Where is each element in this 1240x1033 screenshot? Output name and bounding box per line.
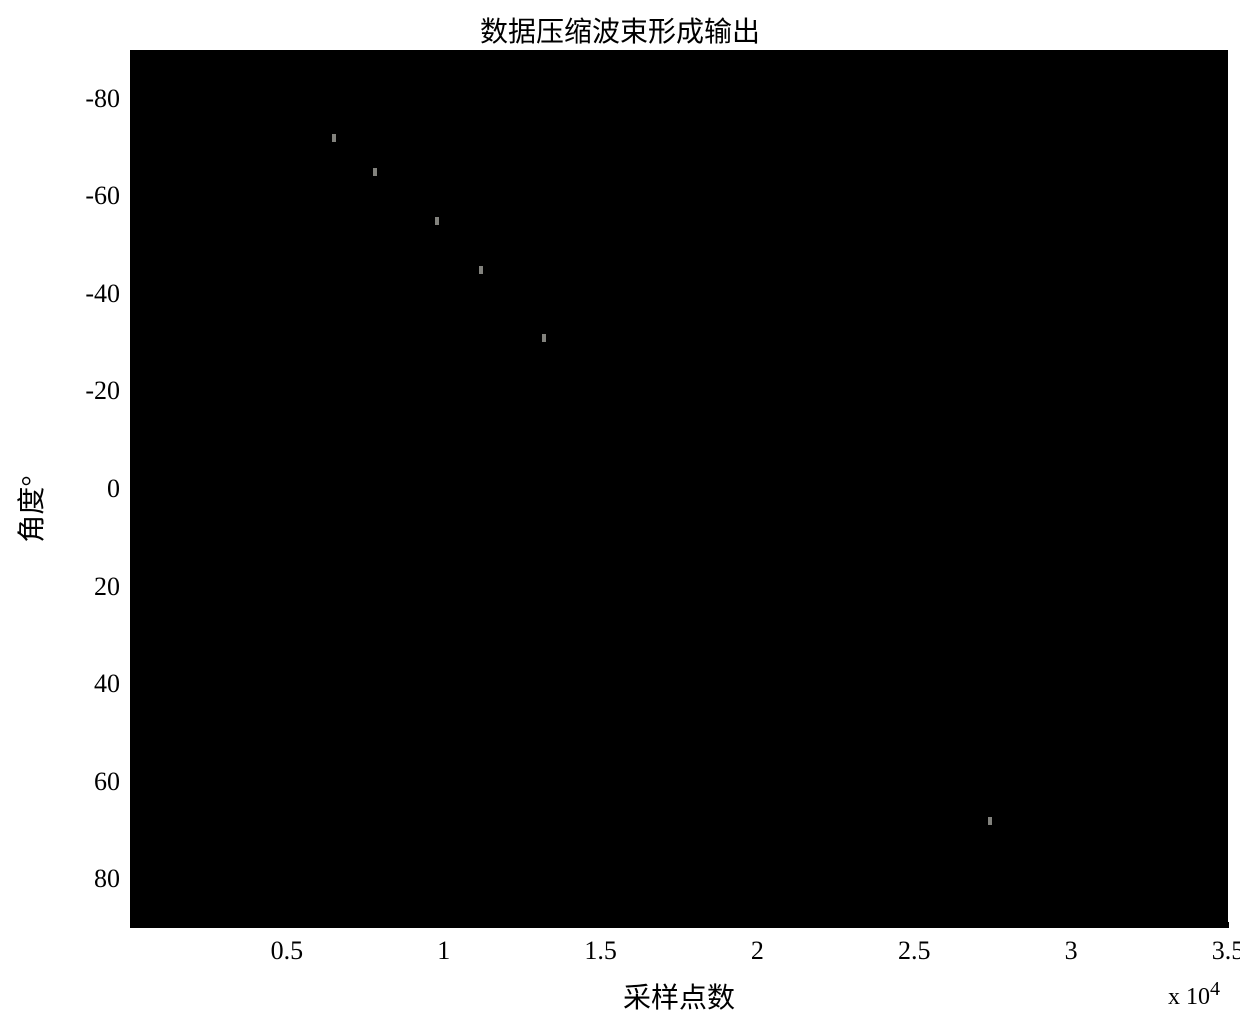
y-tick-label: -60 [85, 181, 120, 211]
y-tick-label: 80 [94, 864, 120, 894]
data-point [435, 217, 439, 225]
y-tick-label: -80 [85, 84, 120, 114]
y-tick [130, 684, 136, 685]
x-tick [600, 922, 601, 928]
x-tick-label: 1 [437, 936, 450, 966]
data-point [988, 817, 992, 825]
y-tick-label: 40 [94, 669, 120, 699]
x-tick [914, 922, 915, 928]
x-tick [443, 922, 444, 928]
x-axis-exponent: x 104 [1168, 978, 1220, 1011]
x-tick-label: 3 [1065, 936, 1078, 966]
x-tick [286, 922, 287, 928]
chart-title: 数据压缩波束形成输出 [0, 10, 1240, 50]
plot-area [130, 50, 1228, 928]
data-point [542, 334, 546, 342]
y-tick [130, 196, 136, 197]
y-tick-label: 20 [94, 572, 120, 602]
x-tick-label: 3.5 [1212, 936, 1240, 966]
x-tick [1071, 922, 1072, 928]
data-point [332, 134, 336, 142]
x-tick [757, 922, 758, 928]
x-tick-label: 1.5 [584, 936, 617, 966]
data-point [373, 168, 377, 176]
y-tick [130, 879, 136, 880]
x-axis-label: 采样点数 [623, 976, 735, 1016]
plot-background [131, 51, 1227, 927]
y-tick [130, 781, 136, 782]
y-tick [130, 391, 136, 392]
y-tick [130, 586, 136, 587]
y-tick-label: 0 [107, 474, 120, 504]
x-tick-label: 2.5 [898, 936, 931, 966]
data-point [479, 266, 483, 274]
x-tick-label: 0.5 [271, 936, 304, 966]
chart-container: 数据压缩波束形成输出 角度° 采样点数 x 104 0.5 1 1.5 2 2.5 3 3.… [0, 0, 1240, 1033]
y-tick [130, 489, 136, 490]
exponent-prefix: x 10 [1168, 984, 1210, 1010]
y-tick-label: 60 [94, 767, 120, 797]
x-tick-label: 2 [751, 936, 764, 966]
y-tick [130, 293, 136, 294]
y-tick [130, 98, 136, 99]
y-axis-label: 角度° [10, 475, 50, 542]
exponent-power: 4 [1210, 978, 1220, 1000]
y-tick-label: -20 [85, 376, 120, 406]
y-tick-label: -40 [85, 279, 120, 309]
x-tick [1228, 922, 1229, 928]
